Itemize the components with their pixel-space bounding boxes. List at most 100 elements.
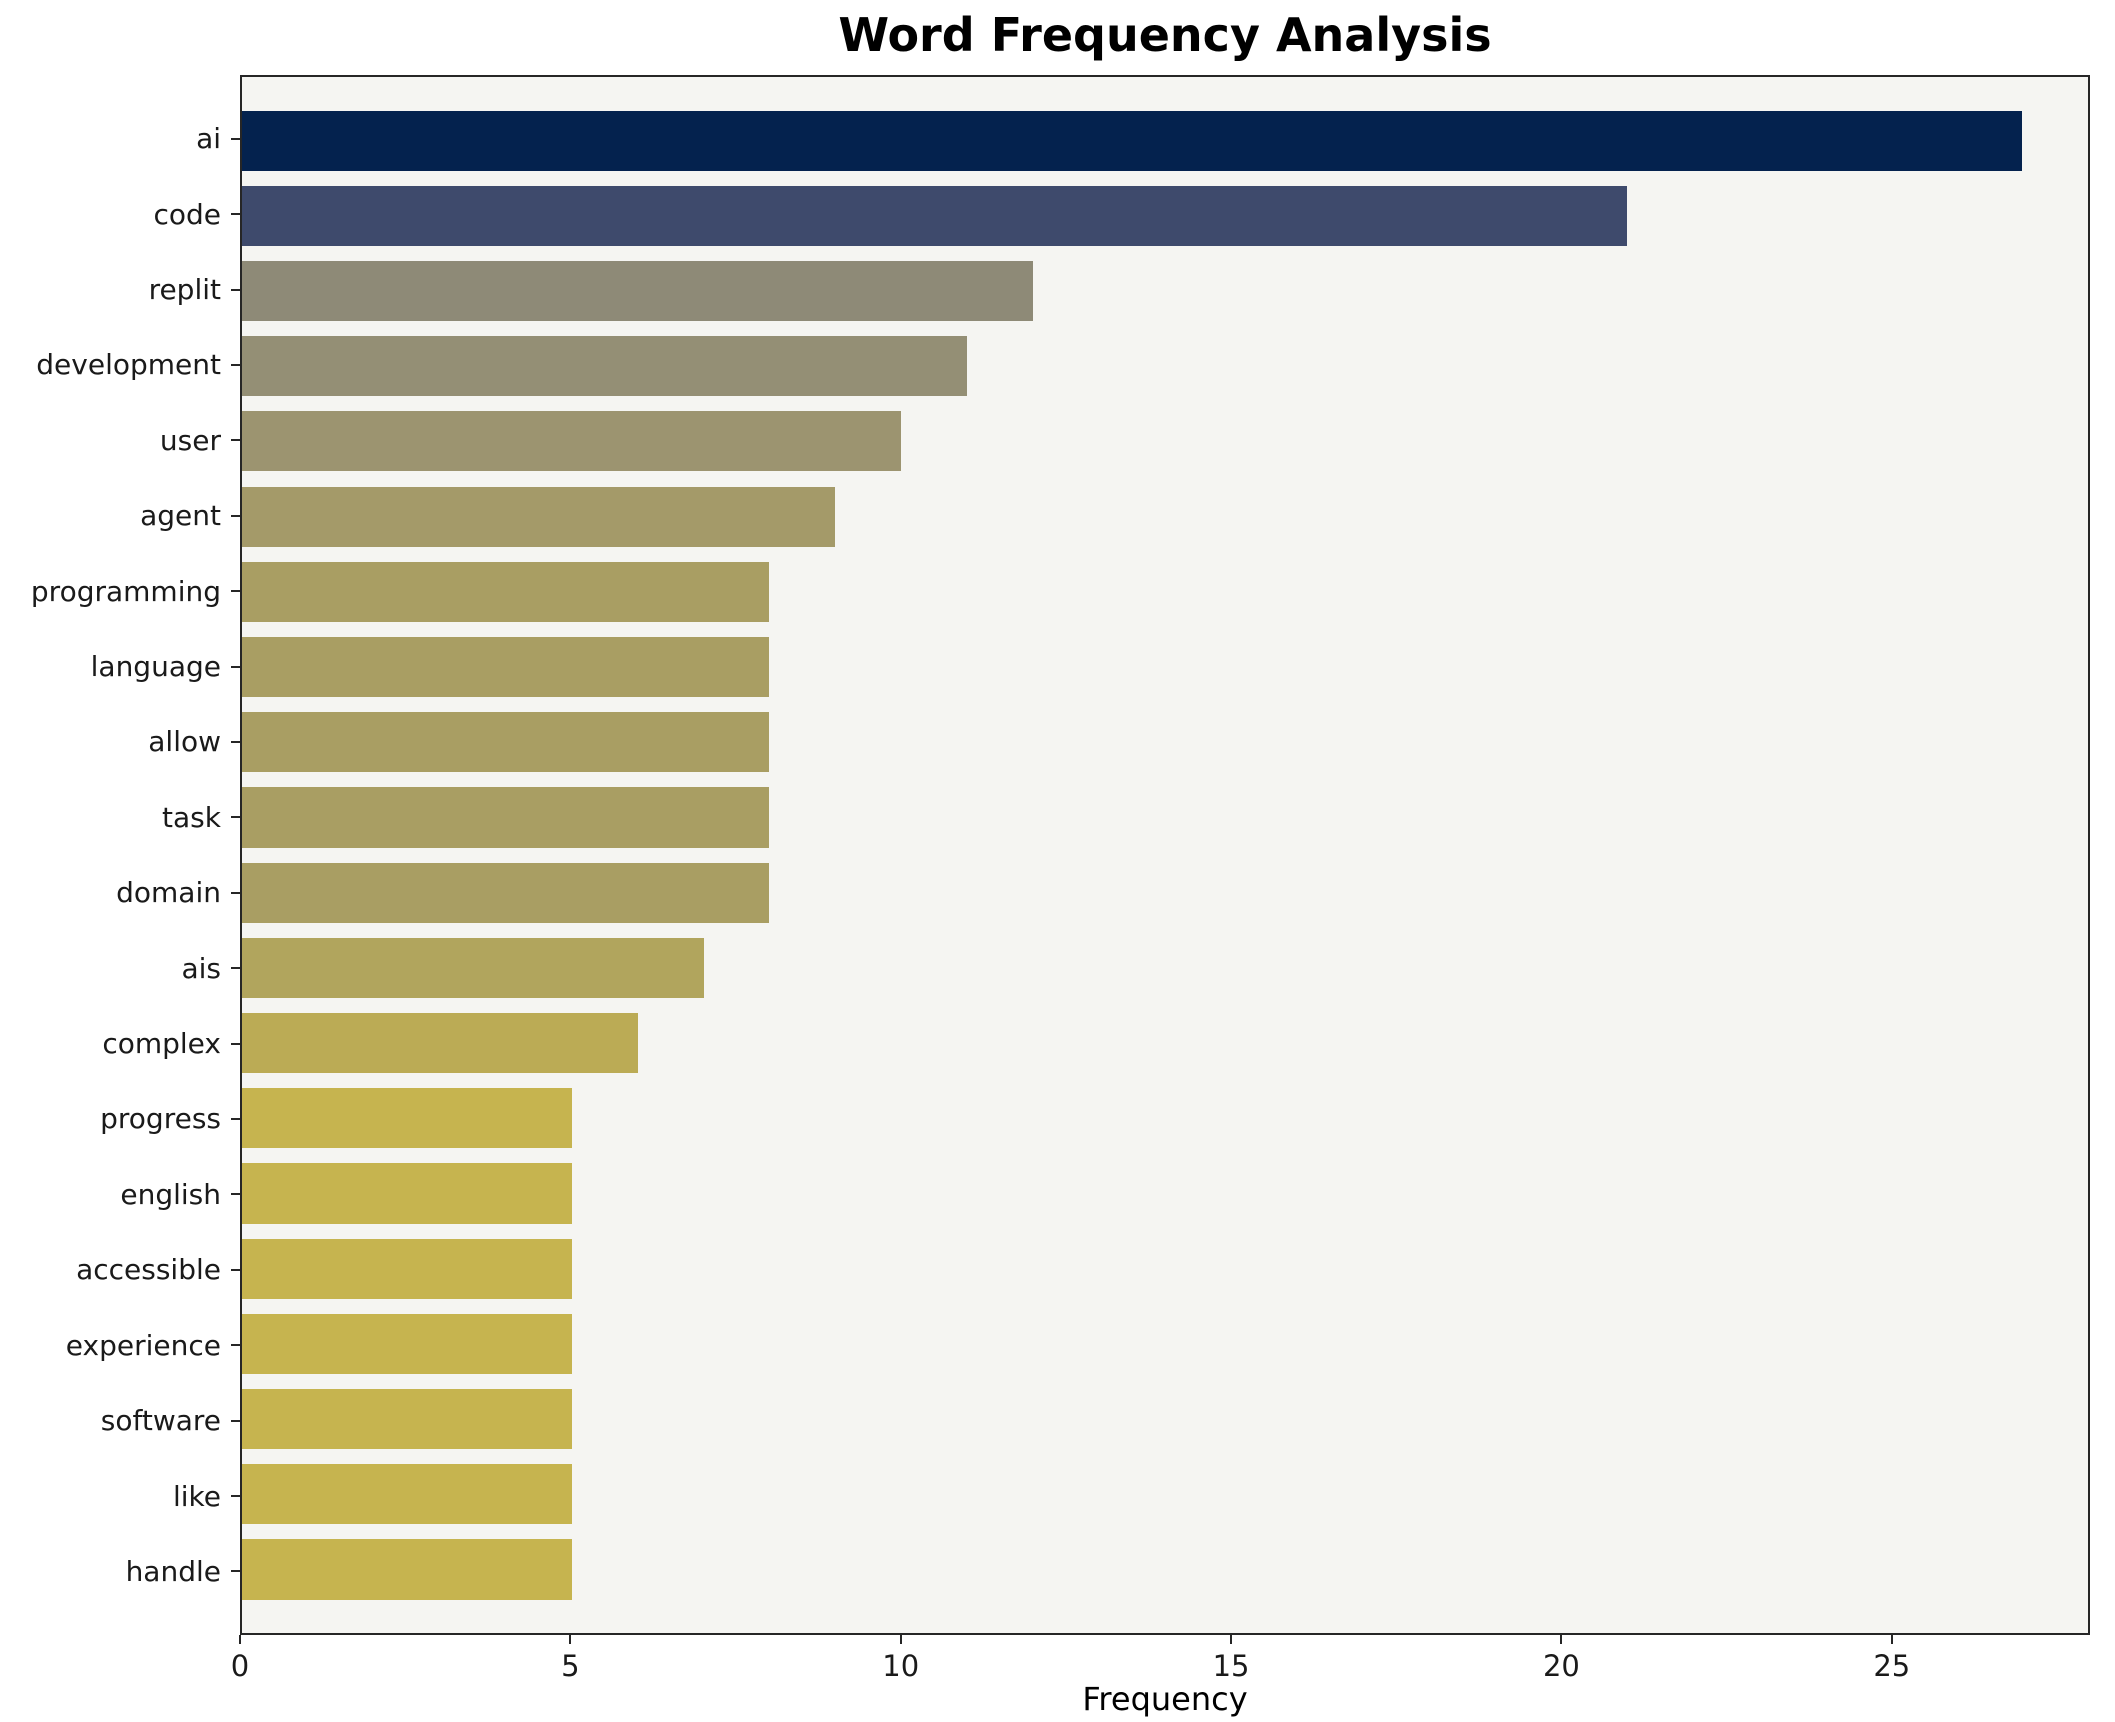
y-label-row: code: [0, 176, 240, 251]
y-axis-labels: ai code replit development user agent programm…: [0, 75, 240, 1635]
category-label: software: [100, 1404, 221, 1438]
y-tick-mark: [231, 967, 240, 970]
category-label: ai: [196, 122, 221, 156]
category-label: like: [172, 1479, 221, 1513]
x-tick-mark: [1560, 1635, 1563, 1644]
bar-like: [242, 1464, 572, 1525]
x-tick-label: 10: [882, 1649, 920, 1683]
y-tick-mark: [231, 1570, 240, 1573]
category-label: code: [153, 197, 221, 231]
y-label-row: software: [0, 1383, 240, 1458]
bar-task: [242, 787, 770, 848]
y-tick-mark: [231, 1117, 240, 1120]
y-label-row: allow: [0, 704, 240, 779]
bar-row: [242, 1081, 2088, 1156]
y-label-row: complex: [0, 1006, 240, 1081]
bar-row: [242, 404, 2088, 479]
bar-progress: [242, 1088, 572, 1149]
y-tick-mark: [231, 1042, 240, 1045]
x-tick-mark: [1890, 1635, 1893, 1644]
y-tick-mark: [231, 288, 240, 291]
plot-area: [240, 75, 2090, 1635]
bar-experience: [242, 1313, 572, 1374]
y-label-row: like: [0, 1458, 240, 1533]
y-label-row: agent: [0, 478, 240, 553]
bar-programming: [242, 561, 770, 622]
y-tick-mark: [231, 213, 240, 216]
bar-row: [242, 479, 2088, 554]
bar-domain: [242, 862, 770, 923]
bar-ai: [242, 110, 2023, 171]
bar-development: [242, 336, 968, 397]
y-tick-mark: [231, 816, 240, 819]
bars-container: [242, 77, 2088, 1633]
x-tick-label: 5: [561, 1649, 580, 1683]
y-label-row: development: [0, 327, 240, 402]
y-label-row: task: [0, 780, 240, 855]
category-label: language: [90, 650, 221, 684]
bar-language: [242, 636, 770, 698]
x-tick-label: 20: [1542, 1649, 1580, 1683]
bar-row: [242, 1231, 2088, 1306]
y-tick-mark: [231, 1419, 240, 1422]
y-label-row: experience: [0, 1308, 240, 1383]
x-tick-mark: [899, 1635, 902, 1644]
y-tick-mark: [231, 1495, 240, 1498]
y-tick-mark: [231, 439, 240, 442]
x-tick-label: 25: [1873, 1649, 1911, 1683]
y-tick-mark: [231, 740, 240, 743]
y-label-row: english: [0, 1157, 240, 1232]
category-label: domain: [116, 876, 221, 910]
bar-accessible: [242, 1238, 572, 1299]
bar-row: [242, 629, 2088, 704]
category-label: handle: [125, 1554, 221, 1588]
category-label: user: [159, 423, 221, 457]
category-label: agent: [140, 499, 221, 533]
y-label-row: user: [0, 403, 240, 478]
y-label-row: language: [0, 629, 240, 704]
y-tick-mark: [231, 1268, 240, 1271]
chart-title: Word Frequency Analysis: [838, 8, 1492, 62]
x-tick-label: 0: [230, 1649, 250, 1683]
bar-english: [242, 1163, 572, 1224]
bar-row: [242, 930, 2088, 1005]
bar-agent: [242, 486, 836, 547]
bar-row: [242, 855, 2088, 930]
x-axis-title: Frequency: [1082, 1680, 1248, 1718]
bar-row: [242, 780, 2088, 855]
x-tick-mark: [569, 1635, 572, 1644]
bar-row: [242, 329, 2088, 404]
bar-ais: [242, 937, 704, 998]
x-tick-mark: [1230, 1635, 1233, 1644]
y-tick-mark: [231, 891, 240, 894]
bar-row: [242, 1156, 2088, 1231]
bar-row: [242, 705, 2088, 780]
x-tick-label: 15: [1212, 1649, 1250, 1683]
y-label-row: handle: [0, 1534, 240, 1609]
y-label-row: programming: [0, 553, 240, 628]
category-label: task: [162, 800, 221, 834]
y-tick-mark: [231, 590, 240, 593]
bar-row: [242, 554, 2088, 629]
bar-row: [242, 253, 2088, 328]
bar-replit: [242, 260, 1034, 322]
y-tick-mark: [231, 1344, 240, 1347]
category-label: replit: [148, 273, 221, 307]
category-label: programming: [30, 574, 221, 608]
category-label: accessible: [76, 1253, 221, 1287]
bar-row: [242, 1532, 2088, 1607]
y-tick-mark: [231, 1193, 240, 1196]
y-tick-mark: [231, 665, 240, 668]
bar-row: [242, 1457, 2088, 1532]
category-label: experience: [65, 1328, 221, 1362]
x-tick-mark: [239, 1635, 241, 1644]
y-tick-mark: [231, 363, 240, 366]
category-label: ais: [181, 951, 221, 985]
y-label-row: replit: [0, 252, 240, 327]
bar-row: [242, 178, 2088, 253]
category-label: progress: [100, 1102, 221, 1136]
y-label-row: ais: [0, 930, 240, 1005]
bar-row: [242, 1306, 2088, 1381]
y-tick-mark: [231, 514, 240, 517]
